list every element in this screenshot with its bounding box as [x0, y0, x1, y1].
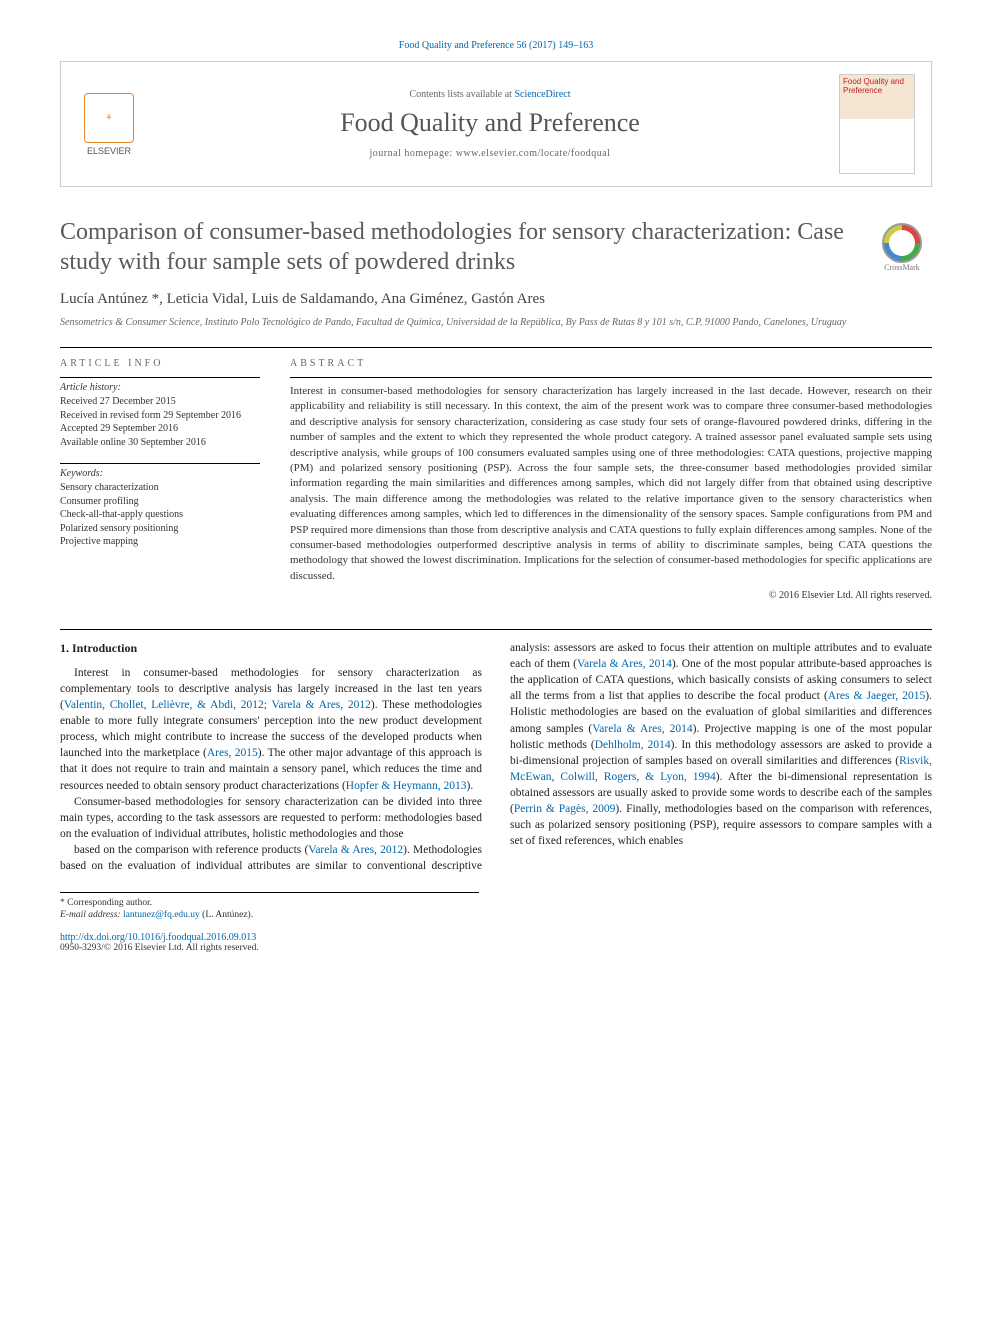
authors-text: Lucía Antúnez *, Leticia Vidal, Luis de …: [60, 291, 545, 307]
citation-link[interactable]: Perrin & Pagès, 2009: [514, 803, 616, 815]
abstract-copyright: © 2016 Elsevier Ltd. All rights reserved…: [290, 590, 932, 601]
crossmark-badge[interactable]: CrossMark: [872, 217, 932, 277]
section-heading-intro: 1. Introduction: [60, 640, 482, 657]
footer-copyright: 0950-3293/© 2016 Elsevier Ltd. All right…: [60, 943, 932, 953]
body-paragraph: Consumer-based methodologies for sensory…: [60, 794, 482, 842]
doi-link[interactable]: http://dx.doi.org/10.1016/j.foodqual.201…: [60, 932, 256, 943]
elsevier-tree-icon: ⚘: [84, 93, 134, 143]
citation-link[interactable]: Varela & Ares, 2014: [592, 723, 692, 735]
contents-available: Contents lists available at ScienceDirec…: [161, 89, 819, 100]
citation-line: Food Quality and Preference 56 (2017) 14…: [60, 40, 932, 51]
abstract-text: Interest in consumer-based methodologies…: [290, 377, 932, 584]
crossmark-label: CrossMark: [884, 263, 920, 272]
keywords-text: Sensory characterization Consumer profil…: [60, 481, 260, 549]
citation-link[interactable]: Varela & Ares, 2012: [308, 844, 403, 856]
sciencedirect-link[interactable]: ScienceDirect: [514, 89, 570, 100]
cover-title: Food Quality and Preference: [843, 78, 911, 96]
article-title: Comparison of consumer-based methodologi…: [60, 217, 852, 277]
body-paragraph: Interest in consumer-based methodologies…: [60, 665, 482, 794]
journal-cover-thumbnail: Food Quality and Preference: [839, 74, 915, 174]
author-email-link[interactable]: lantunez@fq.edu.uy: [123, 910, 200, 920]
article-info-heading: ARTICLE INFO: [60, 358, 260, 369]
authors-list: Lucía Antúnez *, Leticia Vidal, Luis de …: [60, 291, 932, 308]
citation-link[interactable]: Dehlholm, 2014: [595, 739, 671, 751]
body-text: 1. Introduction Interest in consumer-bas…: [60, 640, 932, 874]
email-author: (L. Antúnez).: [202, 910, 253, 920]
affiliation: Sensometrics & Consumer Science, Institu…: [60, 316, 932, 329]
citation-link[interactable]: Varela & Ares, 2014: [577, 658, 672, 670]
email-label: E-mail address:: [60, 910, 121, 920]
history-text: Received 27 December 2015 Received in re…: [60, 395, 260, 449]
journal-name: Food Quality and Preference: [161, 108, 819, 138]
footnote-block: * Corresponding author. E-mail address: …: [60, 892, 479, 922]
footer: http://dx.doi.org/10.1016/j.foodqual.201…: [60, 932, 932, 953]
citation-link[interactable]: Valentin, Chollet, Lelièvre, & Abdi, 201…: [64, 699, 371, 711]
crossmark-icon: [882, 223, 922, 263]
citation-link[interactable]: Hopfer & Heymann, 2013: [346, 780, 467, 792]
abstract-heading: ABSTRACT: [290, 358, 932, 369]
keywords-label: Keywords:: [60, 468, 260, 479]
journal-header: ⚘ ELSEVIER Contents lists available at S…: [60, 61, 932, 187]
citation-link[interactable]: Ares, 2015: [207, 747, 258, 759]
journal-homepage: journal homepage: www.elsevier.com/locat…: [161, 148, 819, 159]
corresponding-author-note: * Corresponding author.: [60, 897, 479, 909]
elsevier-label: ELSEVIER: [87, 146, 131, 156]
contents-prefix: Contents lists available at: [409, 89, 514, 100]
history-label: Article history:: [60, 382, 260, 393]
divider: [60, 629, 932, 630]
divider: [60, 347, 932, 348]
citation-link[interactable]: Ares & Jaeger, 2015: [828, 690, 925, 702]
elsevier-logo: ⚘ ELSEVIER: [77, 88, 141, 160]
